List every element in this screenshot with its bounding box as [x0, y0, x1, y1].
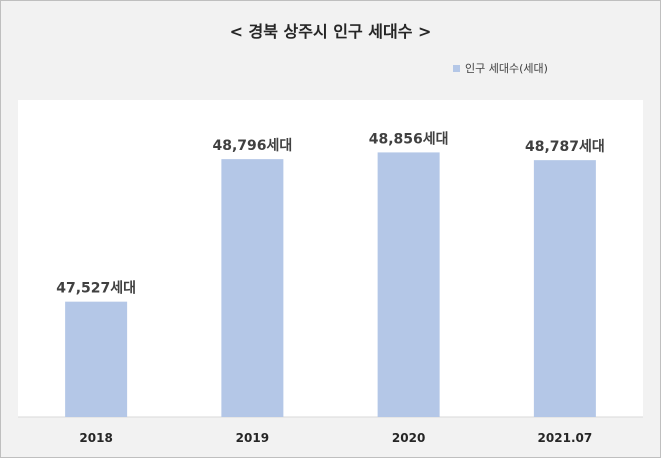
x-tick-labels-group: 2018 2019 2020 2021.07: [79, 431, 592, 445]
legend-label: 인구 세대수(세대): [465, 62, 548, 75]
legend: 인구 세대수(세대): [453, 60, 548, 76]
x-tick-label-2019: 2019: [236, 431, 269, 445]
bar-2020: [377, 152, 440, 417]
data-label-2018: 47,527세대: [56, 281, 136, 297]
x-tick-label-2018: 2018: [79, 431, 112, 445]
data-label-2021.07: 48,787세대: [525, 139, 605, 155]
chart-title: < 경북 상주시 인구 세대수 >: [229, 22, 432, 41]
legend-swatch: [453, 64, 460, 72]
data-label-2020: 48,856세대: [369, 131, 449, 147]
data-label-2019: 48,796세대: [212, 138, 292, 154]
x-tick-label-2020: 2020: [392, 431, 425, 445]
bar-2018: [65, 301, 128, 417]
x-tick-label-2021.07: 2021.07: [538, 431, 593, 445]
data-labels-group: 47,527세대 48,796세대 48,856세대 48,787세대: [56, 131, 605, 296]
bar-2021.07: [533, 160, 596, 417]
bars-group: [65, 152, 596, 417]
bar-2019: [221, 159, 284, 417]
